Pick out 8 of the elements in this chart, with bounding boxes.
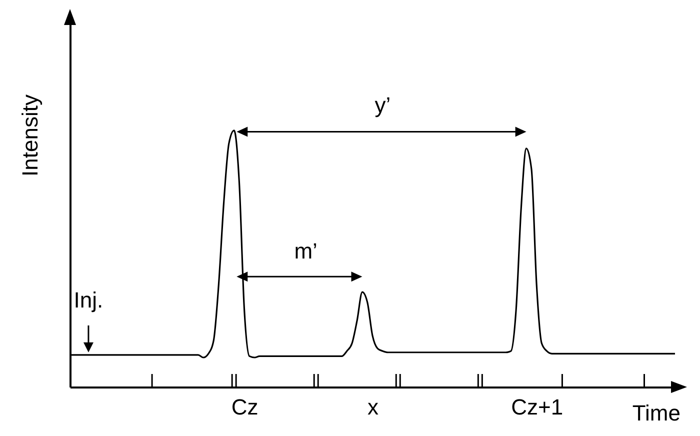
x-axis-title: Time bbox=[632, 400, 680, 426]
annotation: m’ bbox=[294, 238, 318, 264]
y-axis-title: Intensity bbox=[18, 94, 42, 176]
text: y’ bbox=[374, 92, 391, 118]
x-tick-label: Cz bbox=[231, 394, 258, 420]
x-tick-label: Cz+1 bbox=[511, 394, 564, 420]
x-tick-label: x bbox=[368, 394, 378, 420]
annotation: Inj. bbox=[74, 287, 104, 312]
